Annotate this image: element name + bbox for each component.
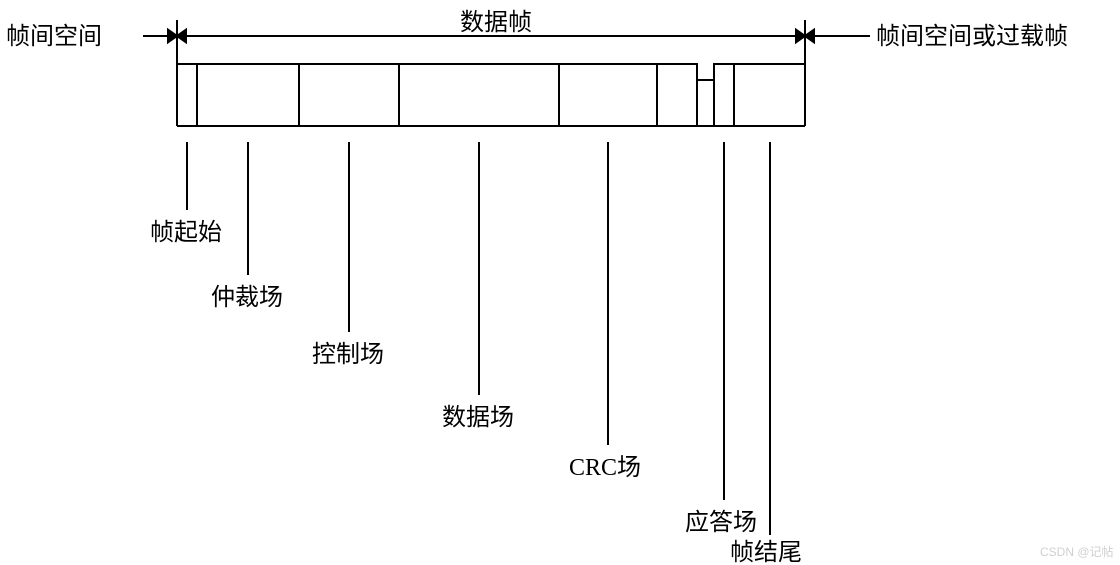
label-data-frame: 数据帧 <box>460 9 532 36</box>
svg-text:帧结尾: 帧结尾 <box>730 539 802 565</box>
svg-text:仲裁场: 仲裁场 <box>211 284 283 311</box>
field-label: 应答场 <box>685 142 757 536</box>
can-data-frame-diagram: 帧间空间 数据帧 帧间空间或过载帧 帧起始仲裁场控制场数据场 CRC场应答场帧结尾… <box>0 0 1120 565</box>
field-label: 帧结尾 <box>730 142 802 565</box>
field-label: CRC场 <box>569 142 641 481</box>
svg-text:数据场: 数据场 <box>442 404 514 431</box>
svg-text:控制场: 控制场 <box>312 341 384 368</box>
svg-text:帧起始: 帧起始 <box>150 219 222 246</box>
watermark: CSDN @记帖 <box>1040 544 1114 559</box>
label-interframe-space-left: 帧间空间 <box>6 23 102 50</box>
frame-segments <box>177 64 805 126</box>
field-labels: 帧起始仲裁场控制场数据场 CRC场应答场帧结尾 <box>150 142 802 565</box>
field-label: 控制场 <box>312 142 384 368</box>
field-label: 帧起始 <box>150 142 222 246</box>
svg-text:CRC场: CRC场 <box>569 455 641 481</box>
svg-text:应答场: 应答场 <box>685 509 757 536</box>
label-interframe-or-overload-right: 帧间空间或过载帧 <box>876 23 1068 50</box>
field-label: 数据场 <box>442 142 514 431</box>
